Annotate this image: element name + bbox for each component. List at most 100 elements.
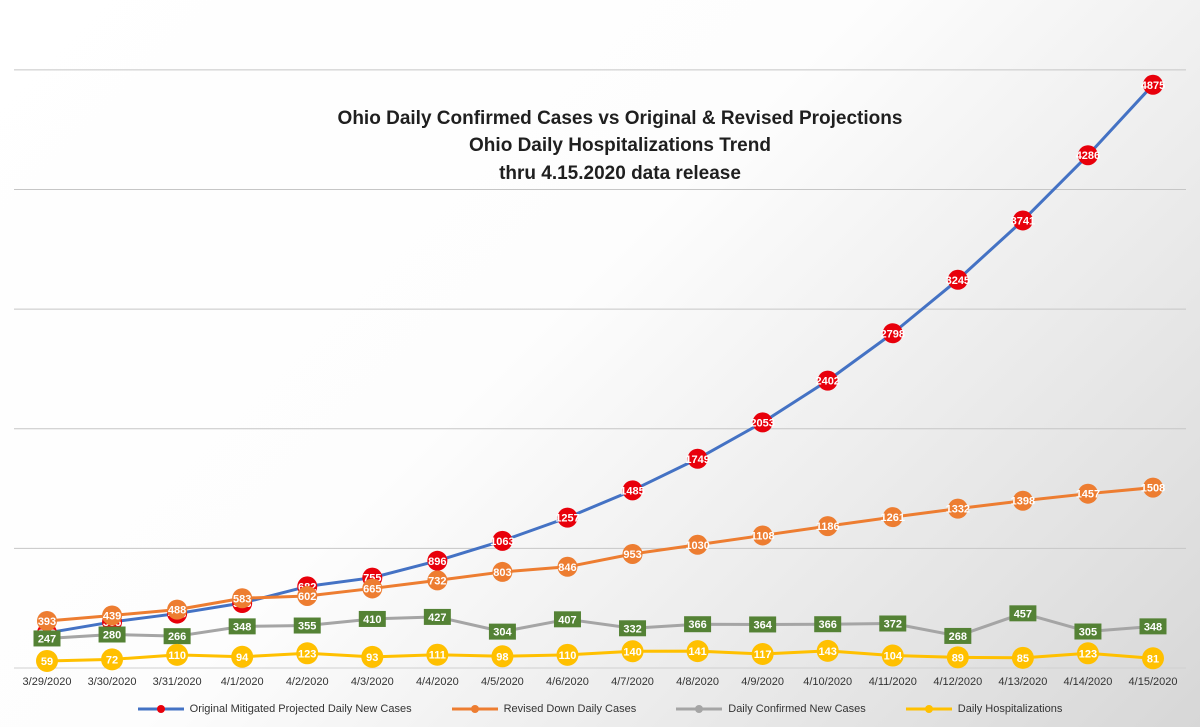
data-point-original-projection (687, 448, 708, 469)
data-label-revised-cases: 439 (103, 610, 121, 622)
data-point-hospitalizations (946, 646, 969, 669)
data-label-confirmed-cases: 366 (688, 619, 706, 631)
x-tick-label: 3/30/2020 (88, 676, 137, 688)
data-label-confirmed-cases: 407 (558, 614, 576, 626)
data-label-hospitalizations: 93 (366, 652, 378, 664)
data-label-hospitalizations: 110 (559, 650, 577, 662)
data-label-revised-cases: 1261 (881, 512, 905, 524)
data-point-hospitalizations (231, 645, 254, 668)
data-point-original-projection (1077, 145, 1098, 166)
data-point-confirmed-cases (749, 616, 777, 633)
data-label-confirmed-cases: 304 (493, 627, 512, 639)
data-point-revised-cases (752, 525, 773, 546)
data-point-hospitalizations (101, 648, 124, 671)
data-label-confirmed-cases: 410 (363, 614, 381, 626)
data-label-original-projection: 1257 (555, 513, 579, 525)
data-label-original-projection: 3245 (946, 275, 970, 287)
data-label-confirmed-cases: 348 (1144, 621, 1162, 633)
data-label-original-projection: 2402 (815, 376, 839, 388)
data-label-revised-cases: 1508 (1141, 483, 1165, 495)
data-label-original-projection: 3741 (1011, 215, 1035, 227)
data-point-confirmed-cases (553, 611, 581, 628)
data-point-revised-cases (947, 498, 968, 519)
legend-swatch-confirmed-cases (676, 705, 723, 713)
x-tick-label: 3/29/2020 (23, 676, 72, 688)
data-label-confirmed-cases: 280 (103, 630, 121, 642)
data-label-hospitalizations: 89 (952, 652, 964, 664)
data-label-hospitalizations: 110 (168, 650, 186, 662)
data-point-confirmed-cases (1074, 623, 1102, 640)
data-label-hospitalizations: 72 (106, 654, 118, 666)
data-point-confirmed-cases (358, 610, 386, 627)
chart-title-line-3: thru 4.15.2020 data release (499, 163, 741, 184)
data-point-original-projection (947, 269, 968, 290)
data-point-hospitalizations (36, 649, 58, 672)
data-point-confirmed-cases (488, 623, 516, 640)
data-label-hospitalizations: 141 (688, 646, 706, 658)
data-point-confirmed-cases (1139, 618, 1167, 635)
x-tick-label: 4/14/2020 (1063, 676, 1112, 688)
data-label-revised-cases: 1332 (946, 504, 970, 516)
x-tick-label: 4/15/2020 (1129, 676, 1178, 688)
data-label-revised-cases: 488 (168, 605, 186, 617)
data-label-original-projection: 1063 (490, 536, 514, 548)
legend-item-hospitalizations: Daily Hospitalizations (905, 703, 1062, 715)
data-label-confirmed-cases: 348 (233, 621, 251, 633)
legend-swatch-hospitalizations (905, 705, 952, 713)
data-label-confirmed-cases: 427 (428, 612, 446, 624)
series-markers-original-projection: 2933854555436827558961063125714851749205… (37, 74, 1165, 643)
data-label-hospitalizations: 104 (884, 651, 903, 663)
data-point-original-projection (622, 480, 643, 501)
data-point-hospitalizations (621, 640, 644, 663)
data-point-revised-cases (427, 570, 448, 591)
data-point-hospitalizations (816, 639, 839, 662)
data-point-confirmed-cases (98, 626, 126, 643)
x-tick-label: 3/31/2020 (153, 676, 202, 688)
data-label-confirmed-cases: 355 (298, 621, 316, 633)
data-point-revised-cases (37, 610, 57, 631)
data-point-confirmed-cases (293, 617, 321, 634)
data-point-hospitalizations (491, 645, 514, 668)
data-label-hospitalizations: 81 (1147, 653, 1159, 665)
data-label-revised-cases: 732 (428, 575, 446, 587)
x-tick-label: 4/5/2020 (481, 676, 524, 688)
series-markers-revised-cases: 393 439 488 583 602 665 732 803 846 953 1030 1108 11… (37, 477, 1165, 631)
data-label-hospitalizations: 123 (1079, 648, 1097, 660)
data-point-original-projection (752, 412, 773, 433)
data-label-revised-cases: 1398 (1011, 496, 1035, 508)
data-point-hospitalizations (556, 643, 579, 666)
legend: Original Mitigated Projected Daily New C… (0, 699, 1200, 719)
x-tick-label: 4/2/2020 (286, 676, 329, 688)
x-tick-label: 4/4/2020 (416, 676, 459, 688)
data-point-confirmed-cases (163, 628, 191, 645)
data-label-original-projection: 896 (428, 556, 446, 568)
data-label-revised-cases: 602 (298, 591, 316, 603)
data-point-hospitalizations (166, 643, 189, 666)
data-label-original-projection: 4286 (1076, 150, 1100, 162)
data-label-hospitalizations: 98 (496, 651, 508, 663)
data-point-revised-cases (1077, 483, 1098, 504)
data-label-hospitalizations: 123 (298, 648, 316, 660)
legend-item-revised-cases: Revised Down Daily Cases (451, 703, 637, 715)
x-tick-label: 4/1/2020 (221, 676, 264, 688)
data-label-confirmed-cases: 366 (819, 619, 837, 631)
data-point-hospitalizations (686, 640, 709, 663)
legend-label-revised-cases: Revised Down Daily Cases (503, 703, 637, 715)
data-label-hospitalizations: 111 (429, 650, 446, 662)
data-label-hospitalizations: 117 (754, 649, 772, 661)
data-label-hospitalizations: 94 (236, 652, 249, 664)
series-markers-confirmed-cases: 247 280 266 348 355 410 427 304 407 332 366 364 366 3… (33, 605, 1167, 647)
data-point-hospitalizations (426, 643, 449, 666)
data-point-confirmed-cases (944, 627, 972, 644)
data-point-revised-cases (362, 578, 383, 599)
data-point-confirmed-cases (684, 616, 712, 633)
x-tick-label: 4/8/2020 (676, 676, 719, 688)
x-tick-label: 4/6/2020 (546, 676, 589, 688)
data-label-confirmed-cases: 364 (753, 619, 772, 631)
series-markers-hospitalizations: 59 72 110 94 123 93 111 98 110 140 141 117 143 104 89 8… (36, 639, 1164, 672)
data-label-original-projection: 4875 (1141, 80, 1165, 92)
data-point-confirmed-cases (33, 630, 61, 647)
data-label-revised-cases: 1030 (685, 540, 709, 552)
data-point-hospitalizations (361, 645, 384, 668)
